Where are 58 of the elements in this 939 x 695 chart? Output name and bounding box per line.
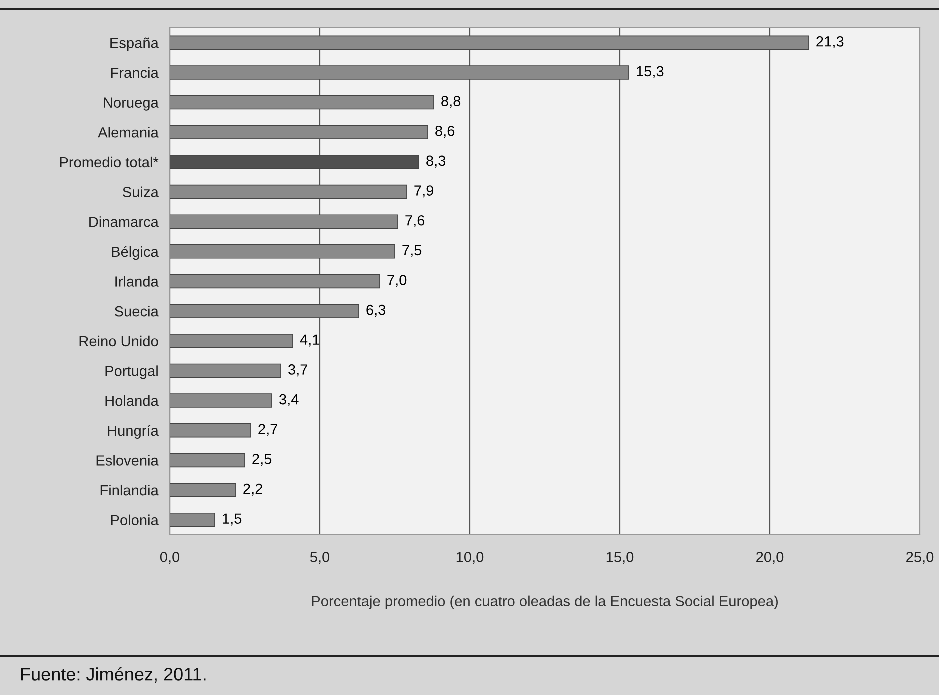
bar xyxy=(170,214,398,229)
bar xyxy=(170,95,434,110)
y-tick-label: Promedio total* xyxy=(60,156,159,168)
x-tick-label: 10,0 xyxy=(456,552,484,564)
source-note: Fuente: Jiménez, 2011. xyxy=(21,667,206,683)
data-label: 2,7 xyxy=(258,424,278,436)
y-tick-label: España xyxy=(110,38,159,52)
data-label: 3,4 xyxy=(280,394,299,406)
y-tick-label: Holanda xyxy=(106,396,159,406)
bar xyxy=(170,36,810,50)
data-label: 2,5 xyxy=(252,454,272,466)
y-tick-label: Bélgica xyxy=(112,246,159,260)
bar xyxy=(170,512,216,528)
bar xyxy=(170,483,236,498)
y-tick-label: Reino Unido xyxy=(80,336,158,347)
data-label: 4,1 xyxy=(300,334,320,347)
y-tick-label: Suecia xyxy=(114,306,159,317)
bar xyxy=(170,274,380,289)
bar xyxy=(170,304,360,318)
data-label: 3,7 xyxy=(288,364,308,377)
data-label: 1,5 xyxy=(223,514,242,526)
data-label: 7,0 xyxy=(388,275,407,288)
data-label: 15,3 xyxy=(637,66,664,78)
y-tick-label: Polonia xyxy=(111,514,159,526)
data-label: 2,2 xyxy=(244,484,262,496)
y-tick-label: Alemania xyxy=(98,127,159,138)
data-label: 8,3 xyxy=(426,156,446,168)
x-tick-label: 5,0 xyxy=(310,552,330,564)
y-tick-label: Dinamarca xyxy=(90,216,159,228)
bar xyxy=(170,184,408,200)
data-label: 6,3 xyxy=(366,304,386,317)
y-tick-label: Noruega xyxy=(104,98,159,111)
bar xyxy=(170,334,294,348)
y-tick-label: Eslovenia xyxy=(96,455,159,466)
y-tick-label: Suiza xyxy=(123,186,159,198)
y-tick-label: Hungría xyxy=(108,425,159,440)
data-label: 7,9 xyxy=(414,186,434,198)
bar xyxy=(170,453,246,468)
data-label: 7,5 xyxy=(402,245,422,258)
data-label: 8,8 xyxy=(442,96,461,108)
data-label: 21,3 xyxy=(816,36,844,49)
data-label: 8,6 xyxy=(436,126,455,138)
y-tick-label: Finlandia xyxy=(100,484,159,496)
bar xyxy=(170,125,428,140)
bar xyxy=(170,244,396,259)
bar xyxy=(170,394,272,408)
y-tick-label: Portugal xyxy=(106,366,158,380)
bar xyxy=(170,423,252,438)
bar xyxy=(170,66,630,80)
data-label: 7,6 xyxy=(406,215,425,228)
x-axis-title: Porcentaje promedio (en cuatro oleadas de la Encuesta Social Europea) xyxy=(312,596,778,610)
x-tick-label: 25,0 xyxy=(906,552,934,564)
y-tick-label: Francia xyxy=(111,67,159,78)
y-tick-label: Irlanda xyxy=(116,276,159,287)
bar xyxy=(170,364,282,378)
x-tick-label: 15,0 xyxy=(606,552,634,564)
x-tick-label: 20,0 xyxy=(756,552,784,564)
x-tick-label: 0,0 xyxy=(160,552,180,564)
